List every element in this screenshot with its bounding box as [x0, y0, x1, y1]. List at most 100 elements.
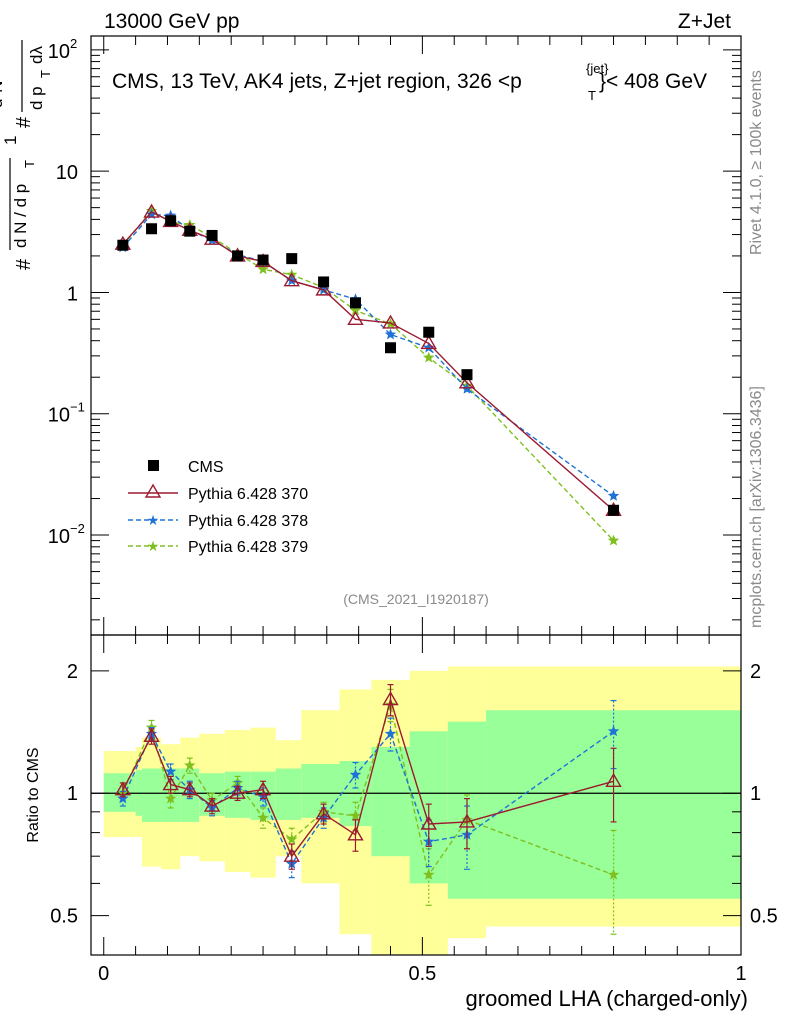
main-y-tick-label: 1 — [67, 283, 78, 305]
main-data-point — [420, 335, 437, 350]
subtitle-end: }< 408 GeV — [599, 70, 707, 93]
ratio-y-tick-label: 0.5 — [50, 906, 78, 928]
cms-data-point — [184, 225, 196, 237]
main-y-tick-label: 10 −2 — [48, 521, 85, 548]
ratio-data-point — [347, 826, 364, 841]
ratio-y-tick-label-right: 1 — [750, 783, 761, 805]
y-tick-exponent: −1 — [70, 400, 85, 415]
ratio-data-point — [254, 781, 272, 796]
ratio-plot-frame — [90, 634, 742, 956]
ratio-data-point — [315, 805, 332, 820]
ratio-data-point — [605, 772, 622, 787]
mcplots-label: mcplots.cern.ch [arXiv:1306.3436] — [748, 386, 765, 628]
ratio-data-point — [382, 691, 399, 706]
ylabel-dN-dp: d N / d p — [11, 184, 30, 248]
ratio-data-point — [203, 797, 221, 812]
main-data-point — [423, 351, 435, 363]
y-tick-base: 10 — [56, 162, 78, 184]
ratio-y-tick-label: 1 — [67, 783, 78, 805]
ratio-y-tick-label-right: 0.5 — [750, 906, 778, 928]
main-series-line — [122, 213, 614, 497]
legend-p378-label: Pythia 6.428 378 — [188, 513, 308, 530]
cms-data-point — [286, 253, 298, 265]
ylabel-d2N: d²N — [0, 81, 6, 108]
ratio-band-inner — [141, 768, 162, 822]
y-tick-base: 1 — [67, 283, 78, 305]
ratio-data-point — [165, 792, 177, 804]
y-tick-base: 10 — [48, 526, 70, 548]
subtitle-main: CMS, 13 TeV, AK4 jets, Z+jet region, 326… — [112, 70, 522, 93]
legend: CMS Pythia 6.428 370 ★ Pythia 6.428 378 … — [128, 459, 308, 556]
ratio-data-point — [162, 776, 179, 791]
analysis-id-label: (CMS_2021_I1920187) — [343, 591, 489, 607]
main-y-tick-label: 10 −1 — [48, 400, 85, 427]
ratio-data-point — [114, 781, 132, 796]
header-process-label: Z+Jet — [678, 10, 731, 33]
ratio-uncertainty-bands — [103, 666, 741, 955]
cms-data-point — [206, 229, 218, 241]
main-data-point — [607, 534, 620, 546]
y-tick-base: 10 — [48, 41, 70, 63]
cms-data-point — [608, 504, 620, 516]
ratio-data-point — [184, 759, 196, 771]
main-data-point — [283, 272, 300, 287]
main-data-point — [143, 203, 160, 218]
main-ylabel: # d N / d p T 1 # d p T dλ d²N — [0, 40, 53, 270]
ratio-data-point — [143, 727, 160, 743]
main-data-point — [423, 341, 435, 353]
x-tick-label: 0 — [98, 963, 109, 985]
legend-cms-marker — [148, 460, 159, 471]
ratio-series-line — [122, 730, 614, 866]
ylabel-hash-2: # — [13, 116, 35, 128]
legend-cms-label: CMS — [188, 459, 224, 476]
ratio-data-point — [420, 815, 437, 830]
legend-p379-star: ★ — [147, 538, 160, 554]
rivet-version-label: Rivet 4.1.0, ≥ 100k events — [748, 70, 765, 255]
ratio-band-inner — [371, 746, 410, 857]
ylabel-T-sub-2: T — [38, 70, 53, 78]
x-tick-label: 0.5 — [408, 963, 436, 985]
cms-data-point — [318, 276, 330, 288]
main-data-point — [347, 310, 364, 326]
ratio-y-tick-label: 2 — [67, 661, 78, 683]
cms-data-point — [117, 239, 129, 251]
ratio-data-point — [286, 833, 298, 845]
ratio-data-point — [349, 768, 362, 780]
legend-p378-marker: ★ — [128, 512, 178, 528]
main-data-point — [382, 314, 399, 329]
ratio-plot-series — [114, 683, 622, 935]
y-tick-exponent: −2 — [70, 521, 85, 536]
cms-data-point — [423, 326, 435, 338]
main-data-point — [458, 374, 476, 389]
main-data-point — [607, 490, 620, 501]
ratio-data-point — [384, 727, 397, 739]
legend-p379-marker: ★ — [128, 538, 178, 554]
ratio-band-inner — [275, 768, 302, 820]
ratio-data-point — [349, 809, 362, 821]
legend-p370-triangle — [144, 483, 162, 498]
ylabel-hash-1: # — [13, 258, 35, 270]
header-energy-label: 13000 GeV pp — [104, 10, 239, 33]
main-data-point — [349, 304, 362, 316]
ratio-data-point — [607, 725, 620, 737]
ylabel-dlambda: dλ — [27, 46, 46, 64]
cms-data-point — [146, 223, 158, 235]
main-y-tick-label: 10 2 — [48, 36, 77, 63]
ylabel-T-sub: T — [22, 160, 37, 168]
main-series-line — [122, 209, 615, 542]
main-plot-series — [114, 203, 622, 546]
legend-p370-label: Pythia 6.428 370 — [188, 486, 308, 503]
y-tick-exponent: 2 — [70, 36, 77, 51]
main-y-tick-label: 10 — [56, 162, 78, 184]
legend-p379-label: Pythia 6.428 379 — [188, 539, 308, 556]
ratio-data-point — [283, 847, 300, 862]
ratio-data-point — [607, 868, 620, 880]
legend-p378-star: ★ — [147, 512, 160, 528]
main-data-point — [257, 263, 269, 275]
ratio-plot-ticks: 0 0.5 1 0.5 0.5 1 1 2 2 — [50, 635, 778, 985]
ratio-data-point — [257, 811, 269, 823]
ratio-data-point — [165, 765, 177, 777]
ratio-y-tick-label-right: 2 — [750, 661, 761, 683]
